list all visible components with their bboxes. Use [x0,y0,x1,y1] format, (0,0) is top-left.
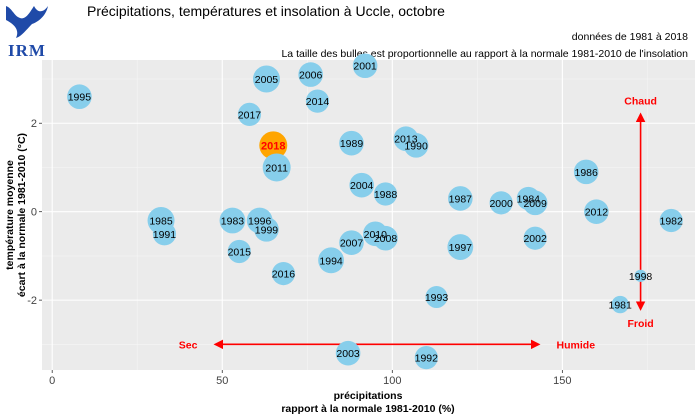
bubble-2006 [298,62,323,87]
bubble-label-2017: 2017 [238,109,262,121]
bubble-label-1985: 1985 [149,216,173,228]
bubble-1981 [611,295,629,314]
bubble-1989 [339,130,364,156]
annotation-sec: Sec [179,339,198,351]
bubble-label-2018: 2018 [261,140,285,152]
bubble-2002 [523,226,547,250]
bubble-label-2014: 2014 [306,96,330,108]
chart-title: Précipitations, températures et insolati… [87,3,445,19]
bubble-1982 [659,208,683,233]
bubble-1993 [425,286,448,309]
bubble-1991 [152,222,177,246]
bubble-label-2000: 2000 [489,198,513,210]
x-tick-label: 150 [553,375,571,387]
bubble-label-1984: 1984 [517,193,541,205]
y-tick-label: 2 [31,118,37,130]
bubble-1988 [373,182,398,206]
bubbles [67,53,683,370]
bubble-1992 [414,346,438,370]
bubble-label-1989: 1989 [340,138,364,150]
y-tick-label: -2 [27,295,37,307]
bubble-label-1994: 1994 [319,255,343,267]
bubble-1995 [67,84,92,110]
irm-logo: IRM [6,6,48,60]
bubble-2003 [335,340,361,366]
direction-annotations: Chaud Froid Sec Humide [179,95,657,351]
bubble-2015 [227,239,251,264]
bubble-1998 [634,269,647,282]
x-tick-label: 50 [216,375,228,387]
bubble-1987 [448,186,473,211]
bubble-label-2001: 2001 [353,61,377,73]
bubble-1983 [219,207,246,234]
bubble-2011 [262,153,291,182]
bubble-2016 [271,261,296,286]
bubble-label-2004: 2004 [350,180,374,192]
bubble-label-2010: 2010 [364,229,388,241]
bubble-2001 [352,53,378,79]
bubble-label-2003: 2003 [336,348,360,360]
x-axis-label-line1: précipitations [334,390,403,402]
bubble-label-1993: 1993 [425,292,449,304]
bubble-label-1990: 1990 [404,140,428,152]
x-axis-label-line2: rapport à la normale 1981-2010 (%) [281,403,454,415]
bubble-label-2011: 2011 [265,162,288,174]
y-tick-label: 0 [31,207,37,219]
bubble-label-2007: 2007 [340,238,364,250]
bubble-label-2005: 2005 [255,74,279,86]
bubble-label-1991: 1991 [153,229,177,241]
bubble-2004 [349,172,374,198]
bubble-2017 [237,102,262,126]
bubble-1994 [318,247,344,274]
bubble-label-1998: 1998 [629,271,653,283]
annotation-chaud: Chaud [624,95,657,107]
bubble-label-1986: 1986 [574,167,598,179]
bubble-label-1997: 1997 [449,242,473,254]
bubble-label-2016: 2016 [272,269,296,281]
y-axis-label-line2: écart à la normale 1981-2010 (°C) [16,133,28,297]
x-tick-label: 0 [49,375,55,387]
bubble-label-1999: 1999 [255,224,279,236]
logo-text: IRM [8,41,46,60]
bubble-label-2015: 2015 [228,246,252,258]
bubble-2014 [305,89,330,113]
bubble-label-1995: 1995 [68,92,92,104]
bubble-1997 [447,234,474,260]
bubble-label-1992: 1992 [415,353,439,365]
bubble-label-2006: 2006 [299,70,323,82]
bubble-2018 [259,131,288,160]
bubble-2012 [584,199,609,224]
bubble-label-1983: 1983 [221,216,245,228]
bubble-label-1988: 1988 [374,189,398,201]
annotation-froid: Froid [627,318,653,330]
bubble-label-2013: 2013 [394,134,418,146]
x-tick-label: 100 [383,375,401,387]
annotation-humide: Humide [557,339,596,351]
bubble-2005 [252,65,280,93]
y-axis-label-line1: température moyenne [4,160,16,270]
bubble-label-2002: 2002 [523,233,547,245]
bubble-label-2012: 2012 [585,207,609,219]
grid-lines [42,60,695,370]
bubble-2000 [489,191,513,215]
bubble-label-1996: 1996 [248,216,272,228]
chart-subtitle-bubble-note: La taille des bulles est proportionnelle… [281,48,688,60]
bubble-2009 [522,190,548,216]
bubble-label-1987: 1987 [449,193,473,205]
bubble-1999 [254,217,279,242]
bubble-label-2009: 2009 [523,198,547,210]
bubble-labels: 1995 2001 2006 2005 2014 2017 2018 1989 20131990… [68,61,683,365]
logo-mark-icon [6,6,48,38]
bubble-label-1982: 1982 [660,216,684,228]
chart-subtitle-period: données de 1981 à 2018 [571,31,688,43]
bubble-label-1981: 1981 [608,300,632,312]
bubble-1986 [573,159,599,185]
bubble-2008 [373,225,398,251]
bubble-2007 [339,230,364,255]
axis-ticks: 0 50 100 150 -2 0 2 [27,118,571,387]
bubble-1990 [403,133,429,158]
bubble-label-2008: 2008 [374,233,398,245]
